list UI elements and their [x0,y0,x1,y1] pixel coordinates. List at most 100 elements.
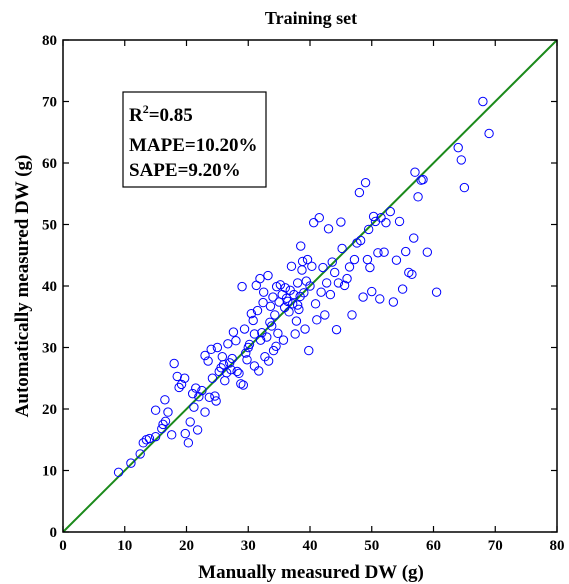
data-point [305,281,315,291]
data-point [283,296,293,307]
data-point [262,332,272,342]
data-point [191,383,201,393]
data-point [316,287,326,297]
data-point [138,438,148,448]
data-point [349,254,360,265]
data-point [363,224,374,235]
data-point [484,128,494,139]
data-point [150,431,161,442]
data-point [354,187,365,198]
data-point [270,310,280,320]
data-point [418,174,428,185]
data-point [453,142,463,153]
data-point [290,329,300,339]
data-point [135,449,145,459]
data-point [255,335,266,345]
data-point [309,217,319,228]
data-point [304,345,314,356]
data-point [158,419,168,430]
y-tick-label: 70 [42,95,57,111]
data-point [310,299,321,309]
x-tick-label: 20 [179,538,194,554]
data-point [379,247,389,257]
data-point [337,243,347,254]
data-point [312,315,322,325]
y-tick-label: 10 [42,464,57,480]
data-point [252,305,263,316]
data-point [187,388,198,399]
reference-line-layer [62,39,558,533]
data-point [200,407,210,417]
data-point [227,353,237,364]
data-point [375,294,385,304]
data-point [321,278,332,288]
x-tick-label: 50 [364,538,379,554]
chart-title: Training set [265,8,357,28]
data-point [278,335,289,345]
y-tick-label: 40 [42,279,57,295]
data-point [194,392,204,402]
x-tick-label: 60 [426,538,441,554]
data-point [286,261,297,272]
data-point [183,438,194,448]
data-point [355,235,366,246]
data-point [381,217,391,228]
data-point [234,368,244,379]
identity-reference-line [62,39,558,533]
data-point [267,321,277,331]
data-point [407,269,417,280]
data-point [347,310,357,320]
data-point [413,192,423,202]
data-point [422,247,433,257]
data-point [239,324,250,334]
x-tick-label: 0 [59,538,67,554]
x-tick-label: 70 [488,538,503,554]
data-point [248,315,258,326]
data-point [336,217,346,227]
data-point [342,273,352,284]
data-point [294,304,304,315]
data-point [307,261,317,272]
y-axis-label: Automatically measured DW (g) [12,155,33,418]
data-point [197,385,207,396]
data-point [249,329,260,339]
data-point [113,467,124,478]
data-point [237,281,247,292]
data-point [273,328,283,339]
data-point [268,292,278,302]
data-point [144,433,155,444]
data-point [360,177,371,188]
data-point [172,371,182,382]
y-tick-label: 30 [42,341,57,357]
data-point [394,216,405,227]
data-point [180,428,190,439]
data-point [410,167,420,177]
x-tick-label: 30 [241,538,256,554]
data-point [404,267,414,278]
data-point [265,301,276,311]
data-point [238,380,249,390]
data-point [330,267,340,278]
data-point [226,364,236,375]
data-point [210,391,220,401]
data-points-layer [113,96,494,478]
data-point [255,273,265,284]
data-point [333,278,344,288]
data-point [211,396,221,406]
data-point [365,262,375,273]
data-point [207,373,218,383]
data-point [456,155,466,165]
y-tick-label: 80 [42,33,57,49]
data-point [292,300,303,310]
data-point [163,407,173,417]
data-point [401,246,411,257]
data-point [271,341,281,351]
data-point [358,292,368,302]
data-point [244,339,255,350]
data-point [263,356,274,366]
data-point [288,299,298,309]
data-point [291,316,302,326]
r-squared-superscript: 2 [143,102,149,116]
data-point [192,425,203,435]
